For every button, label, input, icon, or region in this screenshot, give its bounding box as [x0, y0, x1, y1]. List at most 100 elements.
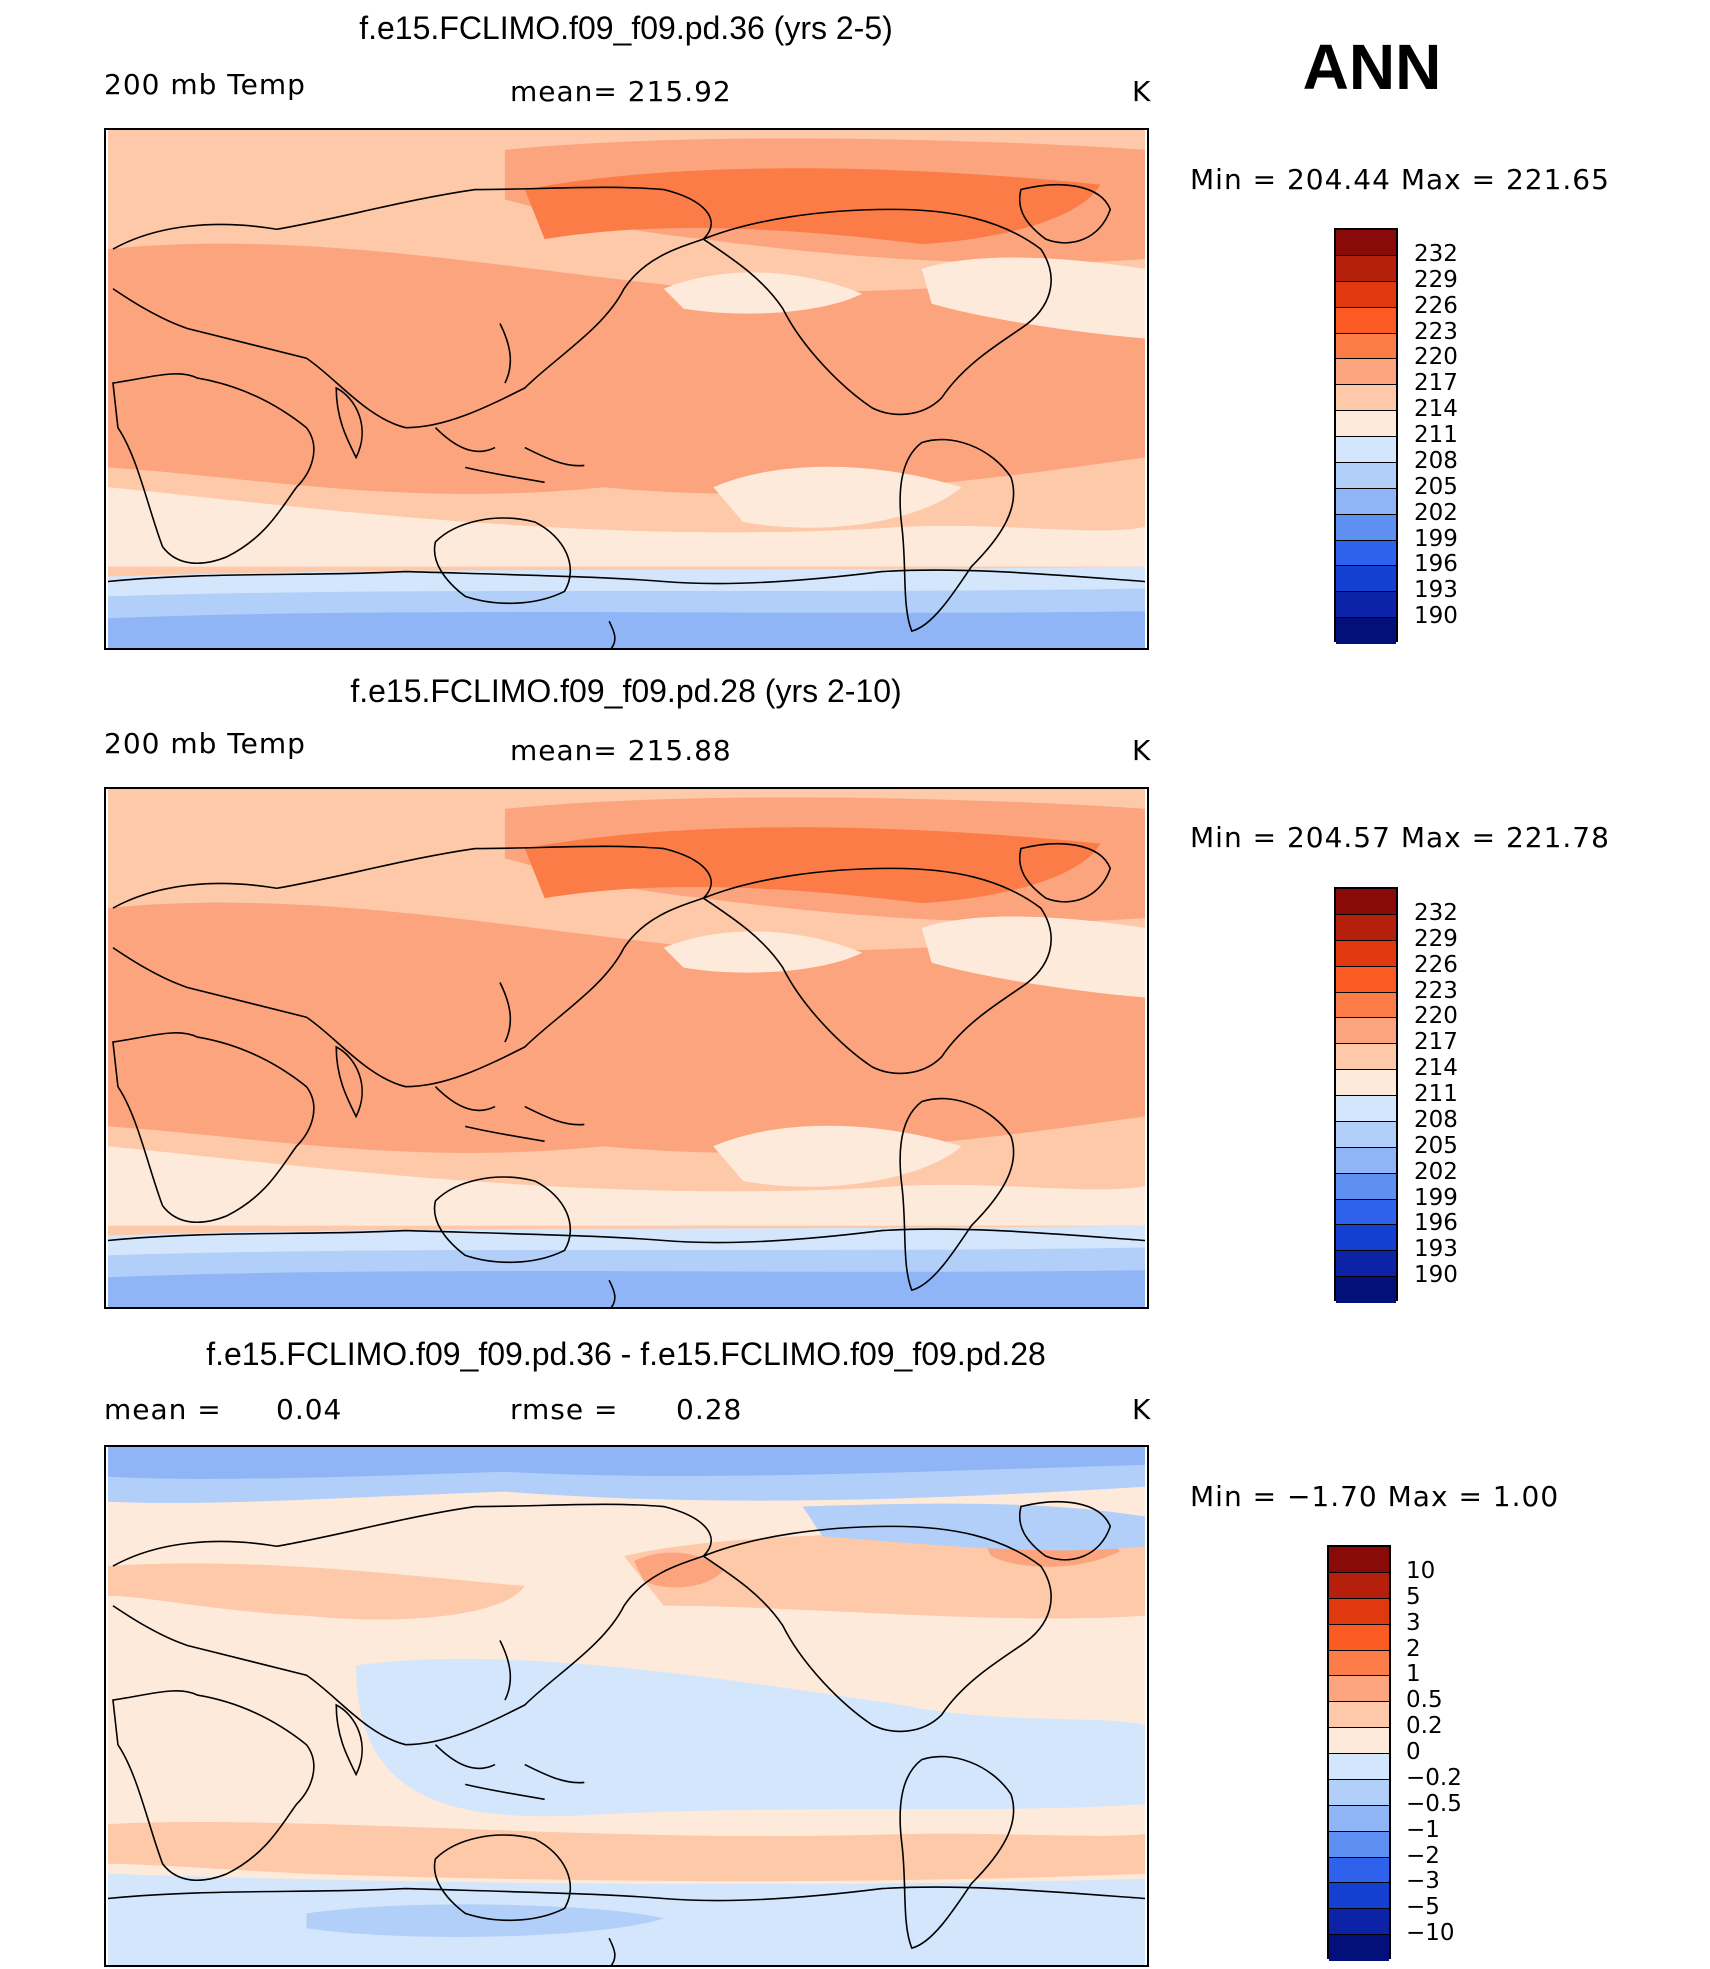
colorbar-swatch — [1336, 914, 1396, 941]
colorbar-swatch — [1336, 618, 1396, 644]
colorbar-swatch — [1329, 1805, 1389, 1832]
colorbar-tick-label: 3 — [1406, 1609, 1421, 1636]
panel2-mean-label: mean= 215.88 — [510, 734, 732, 767]
colorbar-tick-label: 190 — [1414, 1262, 1458, 1289]
colorbar-tick-label: 193 — [1414, 577, 1458, 604]
contour-band — [108, 902, 1145, 1153]
colorbar-swatch — [1336, 1121, 1396, 1148]
colorbar-tick-label: −0.5 — [1406, 1790, 1462, 1817]
contour-band — [306, 1904, 664, 1937]
colorbar-tick-label: −3 — [1406, 1868, 1440, 1895]
colorbar-swatch — [1336, 940, 1396, 967]
colorbar-swatch — [1336, 359, 1396, 386]
colorbar-swatch — [1336, 333, 1396, 360]
contour-band — [108, 1563, 525, 1620]
colorbar-swatch — [1329, 1598, 1389, 1625]
colorbar-tick-label: 196 — [1414, 1210, 1458, 1237]
panel3-colorbar — [1327, 1545, 1391, 1961]
colorbar-tick-label: −10 — [1406, 1920, 1455, 1947]
panel3-title: f.e15.FCLIMO.f09_f09.pd.36 - f.e15.FCLIM… — [206, 1336, 1046, 1372]
panel3-map — [104, 1445, 1149, 1967]
colorbar-swatch — [1336, 230, 1396, 256]
contour-band — [802, 1503, 1145, 1551]
colorbar-tick-label: −1 — [1406, 1816, 1440, 1843]
colorbar-swatch — [1336, 966, 1396, 993]
colorbar-tick-label: 229 — [1414, 266, 1458, 293]
colorbar-swatch — [1336, 1070, 1396, 1096]
colorbar-swatch — [1329, 1624, 1389, 1651]
panel1-minmax: Min = 204.44 Max = 221.65 — [1190, 163, 1610, 196]
contour-band — [524, 827, 1101, 904]
colorbar-swatch — [1329, 1779, 1389, 1806]
colorbar-swatch — [1336, 889, 1396, 915]
colorbar-swatch — [1336, 1173, 1396, 1200]
contour-band — [108, 611, 1145, 648]
coastlines — [107, 1501, 1146, 1965]
colorbar-swatch — [1336, 1277, 1396, 1303]
colorbar-tick-label: 223 — [1414, 318, 1458, 345]
contour-band — [108, 1270, 1145, 1307]
colorbar-swatch — [1336, 1251, 1396, 1278]
colorbar-swatch — [1336, 1147, 1396, 1174]
contour-band — [108, 1146, 1145, 1226]
colorbar-swatch — [1329, 1754, 1389, 1780]
colorbar-swatch — [1329, 1728, 1389, 1754]
panel2-minmax: Min = 204.57 Max = 221.78 — [1190, 821, 1610, 854]
colorbar-tick-label: 211 — [1414, 422, 1458, 448]
panel1-title: f.e15.FCLIMO.f09_f09.pd.36 (yrs 2-5) — [359, 10, 893, 46]
colorbar-tick-label: 190 — [1414, 603, 1458, 630]
colorbar-swatch — [1336, 1096, 1396, 1122]
colorbar-swatch — [1329, 1572, 1389, 1599]
colorbar-tick-label: 229 — [1414, 925, 1458, 952]
panel1-map — [104, 128, 1149, 650]
colorbar-swatch — [1329, 1909, 1389, 1936]
panel2-variable-label: 200 mb Temp — [104, 727, 306, 760]
contour-band — [108, 1447, 1145, 1479]
colorbar-swatch — [1336, 307, 1396, 334]
colorbar-tick-label: 0.5 — [1406, 1687, 1443, 1714]
colorbar-tick-label: −0.2 — [1406, 1764, 1462, 1791]
colorbar-tick-label: 10 — [1406, 1557, 1436, 1584]
colorbar-tick-label: −5 — [1406, 1894, 1440, 1921]
colorbar-tick-label: 211 — [1414, 1081, 1458, 1107]
panel1-mean-label: mean= 215.92 — [510, 75, 732, 108]
colorbar-swatch — [1336, 566, 1396, 593]
contour-band — [633, 1552, 724, 1588]
panel1-colorbar — [1334, 228, 1398, 644]
contour-band — [663, 931, 863, 973]
contour-band — [108, 243, 1145, 494]
colorbar-swatch — [1336, 1018, 1396, 1045]
colorbar-swatch — [1336, 411, 1396, 437]
colorbar-tick-label: 0.2 — [1406, 1713, 1443, 1740]
colorbar-swatch — [1336, 592, 1396, 619]
coastlines — [107, 843, 1146, 1307]
colorbar-tick-label: 217 — [1414, 370, 1458, 397]
contour-band — [108, 487, 1145, 567]
colorbar-swatch — [1336, 992, 1396, 1019]
panel2-title: f.e15.FCLIMO.f09_f09.pd.28 (yrs 2-10) — [350, 673, 902, 709]
colorbar-tick-label: 205 — [1414, 1132, 1458, 1159]
panel3-rmse-value: 0.28 — [676, 1393, 743, 1426]
colorbar-swatch — [1329, 1831, 1389, 1858]
colorbar-tick-label: 220 — [1414, 344, 1458, 371]
panel1-units: K — [1132, 75, 1152, 108]
panel2-map — [104, 787, 1149, 1309]
colorbar-tick-label: 232 — [1414, 899, 1458, 926]
colorbar-swatch — [1336, 437, 1396, 463]
colorbar-tick-label: 214 — [1414, 1055, 1458, 1082]
colorbar-tick-label: 217 — [1414, 1029, 1458, 1056]
colorbar-tick-label: 208 — [1414, 447, 1458, 474]
colorbar-swatch — [1329, 1547, 1389, 1573]
colorbar-swatch — [1336, 1044, 1396, 1071]
contour-band — [921, 916, 1145, 998]
colorbar-tick-label: 193 — [1414, 1236, 1458, 1263]
colorbar-swatch — [1329, 1883, 1389, 1910]
coastlines — [107, 184, 1146, 648]
colorbar-swatch — [1329, 1935, 1389, 1961]
colorbar-swatch — [1336, 488, 1396, 515]
colorbar-tick-label: 226 — [1414, 292, 1458, 319]
colorbar-swatch — [1336, 255, 1396, 282]
season-label: ANN — [1302, 31, 1442, 103]
colorbar-tick-label: 5 — [1406, 1583, 1421, 1610]
colorbar-swatch — [1336, 281, 1396, 308]
